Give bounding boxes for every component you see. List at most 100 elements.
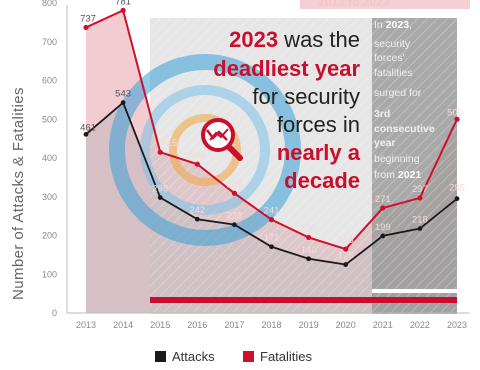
fatalities-point: [157, 149, 163, 155]
fatalities-data-label: 415: [161, 138, 177, 149]
svg-text:from 2021: from 2021: [374, 169, 421, 181]
note-l6: 3rd: [374, 108, 390, 120]
attacks-point: [120, 100, 126, 105]
series-markers: [83, 7, 460, 267]
note-l9: beginning: [374, 153, 420, 165]
x-tick-label: 2015: [150, 320, 170, 330]
note-l10-pre: from: [374, 169, 398, 181]
headline-line1: was the: [278, 27, 360, 52]
emphasis-bar-white: [372, 289, 457, 293]
attacks-point: [417, 226, 423, 231]
fatalities-point: [380, 205, 386, 211]
svg-text:In 2023,: In 2023,: [374, 19, 412, 31]
fatalities-data-label: 500: [447, 107, 463, 118]
fatalities-point: [417, 195, 423, 201]
fatalities-point: [343, 246, 349, 252]
x-tick-label: 2017: [224, 320, 244, 330]
attacks-data-label: 228: [226, 211, 242, 222]
x-tick-label: 2013: [76, 320, 96, 330]
y-tick-label: 500: [42, 114, 57, 124]
trend-down-up-magnifier-icon: [201, 118, 243, 161]
fatalities-data-label: 737: [80, 13, 96, 24]
x-tick-label: 2018: [261, 320, 281, 330]
attacks-data-label: 295: [449, 183, 465, 194]
headline-line6: decade: [284, 168, 360, 193]
attacks-point: [380, 233, 386, 239]
attacks-data-label: 461: [80, 122, 96, 133]
x-tick-label: 2022: [410, 320, 430, 330]
fatalities-point: [194, 161, 200, 167]
note-l1-pre: In: [374, 19, 386, 31]
y-tick-label: 600: [42, 76, 57, 86]
headline-line4: forces in: [277, 112, 360, 137]
x-tick-label: 2019: [299, 320, 319, 330]
fatalities-data-label: 297: [412, 184, 428, 195]
headline-line2: deadliest year: [213, 56, 360, 81]
note-l1-post: ,: [409, 19, 412, 31]
x-tick-label: 2023: [447, 320, 467, 330]
fatalities-data-label: 195: [301, 223, 317, 234]
attacks-point: [454, 196, 460, 202]
y-tick-label: 800: [42, 0, 57, 8]
note-l2: security: [374, 38, 411, 50]
legend: Attacks Fatalities: [155, 349, 313, 364]
fatalities-point: [268, 217, 275, 223]
attacks-point: [232, 222, 237, 228]
fatalities-point: [83, 24, 89, 31]
attacks-data-label: 218: [412, 215, 428, 226]
headline: 2023 was the deadliest year for security…: [213, 27, 361, 193]
attacks-data-label: 125: [338, 251, 354, 262]
attacks-data-label: 199: [375, 222, 391, 233]
headline-year: 2023: [229, 27, 278, 52]
y-ticks: 0 100 200 300 400 500 600 700 800: [42, 0, 57, 318]
attacks-data-label: 171: [264, 233, 280, 244]
legend-swatch-attacks: [155, 351, 166, 362]
headline-line5: nearly a: [277, 140, 361, 165]
x-tick-label: 2014: [113, 320, 133, 330]
data-labels: 737 781 415 384 309 241 195 165 271 297 500 461 543 2…: [80, 0, 465, 262]
svg-text:2023 was the: 2023 was the: [229, 27, 360, 52]
attacks-point: [157, 195, 163, 200]
y-tick-label: 0: [52, 308, 57, 318]
side-note: In 2023, security forces' fatalities sur…: [374, 19, 435, 181]
note-l1-year: 2023: [386, 19, 410, 31]
attacks-data-label: 140: [301, 245, 317, 256]
x-tick-label: 2021: [373, 320, 393, 330]
note-l5: surged for: [374, 87, 422, 99]
attacks-point: [194, 216, 200, 222]
fatalities-data-label: 309: [226, 179, 242, 190]
fatalities-point: [120, 7, 126, 13]
fatalities-point: [454, 116, 460, 122]
y-tick-label: 700: [42, 37, 57, 47]
note-l3: forces': [374, 52, 405, 64]
attacks-data-label: 298: [152, 184, 168, 195]
fatalities-data-label: 781: [115, 0, 131, 7]
note-l4: fatalities: [374, 67, 413, 79]
note-l10-year: 2021: [398, 169, 422, 181]
y-tick-label: 400: [42, 153, 57, 163]
legend-label-attacks: Attacks: [172, 349, 215, 364]
fatalities-data-label: 241: [264, 206, 280, 217]
attacks-point: [343, 262, 349, 267]
fatalities-data-label: 384: [189, 150, 205, 161]
legend-label-fatalities: Fatalities: [260, 349, 313, 364]
y-axis-title: Number of Attacks & Fatalities: [10, 87, 27, 300]
fatalities-data-label: 271: [375, 194, 391, 205]
header-box: [300, 0, 470, 9]
note-l7: consecutive: [374, 123, 435, 135]
y-tick-label: 100: [42, 269, 57, 279]
attacks-point: [306, 256, 311, 262]
fatalities-data-label: 165: [338, 235, 354, 246]
attacks-point: [269, 244, 274, 250]
attacks-point: [83, 131, 89, 137]
y-tick-label: 300: [42, 192, 57, 202]
fatalities-point: [231, 190, 237, 196]
y-tick-label: 200: [42, 231, 57, 241]
x-tick-label: 2020: [336, 320, 356, 330]
emphasis-bar-red: [150, 297, 457, 303]
attacks-data-label: 543: [115, 89, 131, 100]
fatalities-point: [306, 234, 312, 241]
header-fragment: 2013 to 2023: [318, 0, 390, 9]
watermark: [109, 54, 301, 246]
